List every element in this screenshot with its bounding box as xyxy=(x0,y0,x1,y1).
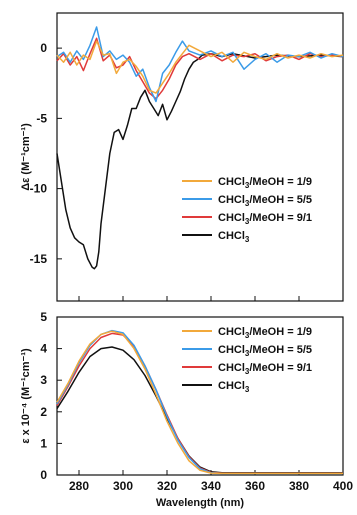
x-tick-label: 360 xyxy=(245,479,265,493)
y-tick-label: 0 xyxy=(40,468,47,482)
y-axis-title: ε x 10⁻⁴ (M⁻¹cm⁻¹) xyxy=(20,348,32,444)
legend-label: CHCl3 xyxy=(218,380,250,394)
y-tick-label: 4 xyxy=(40,342,47,356)
x-tick-label: 320 xyxy=(157,479,177,493)
y-tick-label: -10 xyxy=(30,182,48,196)
cd-spectrum-panel: 0 -5 -10 -15 Δε (M⁻¹cm⁻¹) CHCl3/MeOH = 1/9 CHC… xyxy=(20,12,344,302)
y-tick-label: -15 xyxy=(30,252,48,266)
plot-frame xyxy=(56,316,344,476)
series-line-4 xyxy=(56,52,344,270)
y-tick-label: 3 xyxy=(40,373,47,387)
legend-label: CHCl3/MeOH = 9/1 xyxy=(218,362,312,376)
legend-label: CHCl3/MeOH = 9/1 xyxy=(218,212,312,226)
x-tick-label: 380 xyxy=(289,479,309,493)
y-tick-label: 1 xyxy=(40,436,47,450)
legend-label: CHCl3 xyxy=(218,230,250,244)
y-tick-label: -5 xyxy=(36,111,47,125)
y-tick-label: 5 xyxy=(40,310,47,324)
legend-label: CHCl3/MeOH = 5/5 xyxy=(218,344,312,358)
x-tick-label: 400 xyxy=(333,479,353,493)
y-tick-label: 2 xyxy=(40,405,47,419)
x-tick-label: 340 xyxy=(201,479,221,493)
series-line-1 xyxy=(56,330,343,475)
x-axis-title: Wavelength (nm) xyxy=(156,497,245,509)
legend-label: CHCl3/MeOH = 5/5 xyxy=(218,194,312,208)
x-tick-label: 280 xyxy=(69,479,89,493)
series-line-1 xyxy=(56,40,344,94)
x-tick-label: 300 xyxy=(113,479,133,493)
y-axis-title: Δε (M⁻¹cm⁻¹) xyxy=(20,123,32,191)
legend-label: CHCl3/MeOH = 1/9 xyxy=(218,176,312,190)
y-tick-label: 0 xyxy=(40,41,47,55)
series-line-2 xyxy=(56,26,344,103)
legend-label: CHCl3/MeOH = 1/9 xyxy=(218,326,312,340)
series-line-3 xyxy=(56,37,344,100)
absorption-spectrum-panel: 0 1 2 3 4 5 280 300 320 340 360 380 400 ε x 10⁻⁴ (M⁻¹… xyxy=(20,310,353,509)
